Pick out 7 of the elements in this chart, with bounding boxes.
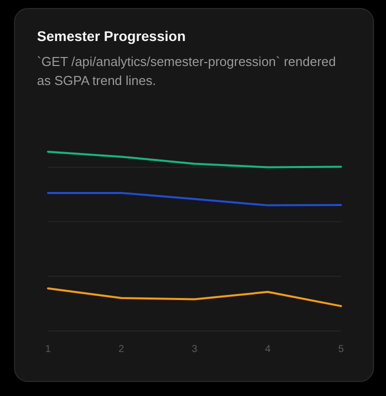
x-tick-label: 3 (192, 344, 198, 355)
x-tick-label: 1 (45, 344, 52, 355)
x-tick-label: 4 (264, 344, 271, 355)
x-tick-label: 2 (118, 344, 124, 355)
chart-title: Semester Progression (37, 28, 186, 44)
chart-subtitle: `GET /api/analytics/semester-progression` rendered as SGPA trend lines. (37, 53, 337, 90)
x-tick-label: 5 (338, 344, 344, 355)
